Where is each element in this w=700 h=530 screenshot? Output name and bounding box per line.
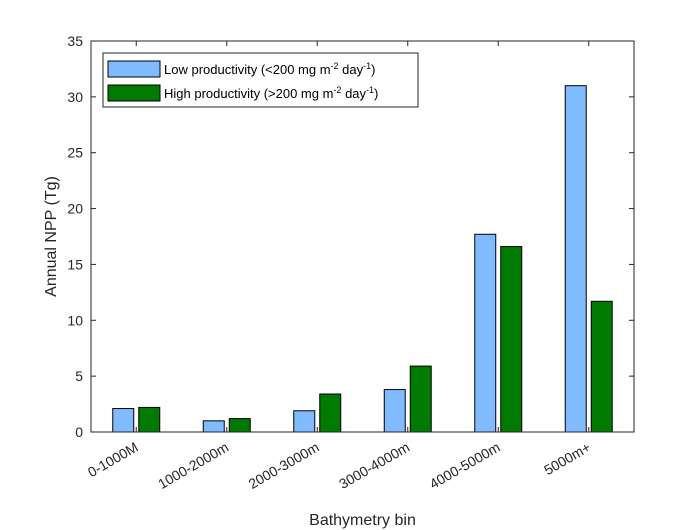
plot-area-border	[90, 40, 635, 433]
bar-series1-2	[202, 420, 225, 433]
y-tick-label: 15	[67, 256, 83, 272]
legend: Low productivity (<200 mg m-2 day-1) High…	[102, 52, 419, 108]
bar-series1-1	[112, 408, 135, 433]
bar-series2-6	[590, 300, 613, 433]
bar-series1-6	[564, 85, 587, 433]
bar-series2-3	[319, 393, 342, 433]
y-tick-label: 35	[67, 33, 83, 49]
bar-series1-3	[293, 410, 316, 433]
bars-group	[112, 85, 613, 433]
legend-swatch-1	[107, 60, 161, 78]
x-axis-label: Bathymetry bin	[309, 512, 416, 529]
bar-series2-5	[500, 246, 523, 433]
legend-swatch-2	[107, 84, 161, 102]
y-tick-label: 25	[67, 145, 83, 161]
bar-series2-1	[138, 406, 161, 433]
bar-series1-5	[474, 233, 497, 433]
y-tick-label: 30	[67, 89, 83, 105]
bar-series1-4	[383, 389, 406, 433]
legend-label-2: High productivity (>200 mg m-2 day-1)	[164, 85, 378, 101]
y-tick-label: 10	[67, 312, 83, 328]
bar-series2-2	[228, 418, 251, 433]
legend-label-1: Low productivity (<200 mg m-2 day-1)	[164, 61, 376, 77]
y-tick-label: 0	[75, 424, 83, 440]
y-tick-label: 20	[67, 201, 83, 217]
axes-group	[90, 40, 635, 433]
y-tick-label: 5	[75, 368, 83, 384]
y-axis-label: Annual NPP (Tg)	[43, 176, 60, 297]
bar-series2-4	[409, 365, 432, 433]
